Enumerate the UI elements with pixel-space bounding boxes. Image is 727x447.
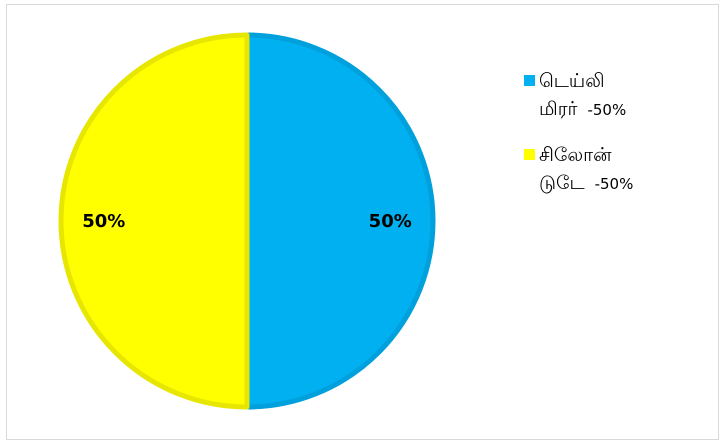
legend-swatch-daily-mirror [524, 75, 535, 86]
legend-item-daily-mirror: டெய்லி மிரர் -50% [524, 67, 714, 123]
legend-label-line1: சிலோன் [539, 144, 612, 166]
legend-label-line2: டுடே [539, 172, 585, 194]
chart-area: 50% 50% டெய்லி மிரர் -50% சிலோன் டுடே -50% [6, 4, 719, 440]
data-label-2: 50% [82, 211, 125, 232]
legend-value: -50% [587, 101, 627, 119]
pie-slice-1 [244, 32, 436, 410]
pie-chart: 50% 50% [58, 32, 436, 410]
legend-label-line2-wrap: டுடே -50% [539, 169, 714, 197]
legend: டெய்லி மிரர் -50% சிலோன் டுடே -50% [524, 67, 714, 215]
pie-slice-2 [58, 32, 250, 410]
legend-label-line2: மிரர் [539, 98, 578, 120]
legend-value: -50% [594, 175, 634, 193]
data-label-1: 50% [369, 211, 412, 232]
legend-item-ceylon-today: சிலோன் டுடே -50% [524, 141, 714, 197]
legend-swatch-ceylon-today [524, 149, 535, 160]
legend-label-line1: டெய்லி [539, 70, 605, 92]
legend-label-line2-wrap: மிரர் -50% [539, 95, 714, 123]
